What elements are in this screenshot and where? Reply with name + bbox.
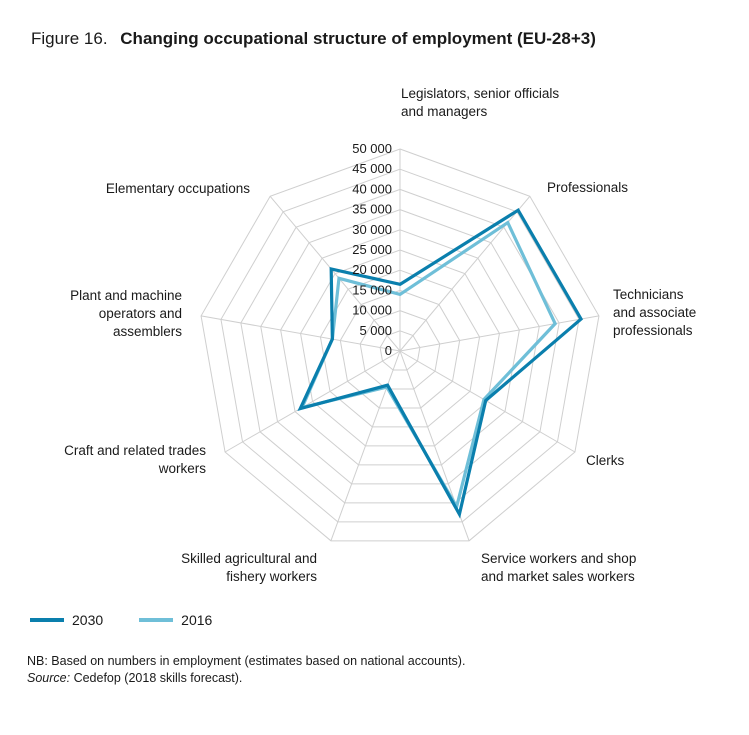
tick-label-0: 0 [385,343,392,358]
grid-spoke-skilled-agricultural-and-fishery-workers [330,350,401,541]
figure-heading: Changing occupational structure of emplo… [120,29,596,48]
category-labels: Legislators, senior officials and manager… [64,86,696,584]
category-label-clerks: Clerks [586,453,625,468]
category-label-line: Legislators, senior officials [401,86,559,101]
category-label-line: fishery workers [226,569,317,584]
category-label-line: Service workers and shop [481,551,636,566]
series-line-2030 [297,207,584,519]
category-label-line: and managers [401,104,488,119]
figure-number: Figure 16. [31,29,108,48]
tick-label-50000: 50 000 [352,141,392,156]
grid-ring-50000 [200,148,600,542]
category-label-line: Technicians [613,287,684,302]
category-label-professionals: Professionals [547,180,628,195]
source-note: Source: Cedefop (2018 skills forecast). [27,670,465,687]
tick-label-35000: 35 000 [352,202,392,217]
category-label-line: Elementary occupations [106,181,250,196]
legend-swatch-2030 [30,618,64,622]
grid-spoke-clerks [399,350,576,453]
category-label-line: Professionals [547,180,628,195]
category-label-line: Skilled agricultural and [181,551,317,566]
grid-spoke-plant-and-machine-operators-and-assemblers [200,315,401,352]
grid-ring-5000 [379,330,421,371]
legend-swatch-2016 [139,618,174,622]
radar-grid [200,148,600,542]
figure-notes: NB: Based on numbers in employment (esti… [27,653,465,687]
category-label-line: Clerks [586,453,625,468]
radar-series [297,207,584,519]
category-label-line: Craft and related trades [64,443,206,458]
category-label-line: assemblers [113,324,182,339]
category-label-line: operators and [99,306,182,321]
grid-ring-45000 [220,168,580,523]
legend-label-2030: 2030 [72,612,104,628]
grid-spoke-craft-and-related-trades-workers [224,350,401,453]
grid-ring-10000 [359,310,441,390]
tick-label-25000: 25 000 [352,242,392,257]
category-label-legislators-senior-officials-and-managers: Legislators, senior officials and manager… [401,86,559,119]
tick-label-20000: 20 000 [352,262,392,277]
category-label-elementary-occupations: Elementary occupations [106,181,250,196]
grid-ring-30000 [280,229,520,466]
grid-ring-35000 [260,209,540,485]
category-label-line: and associate [613,305,696,320]
category-label-plant-and-machine-operators-and-assemblers: Plant and machine operators and assemblers [70,288,182,339]
tick-label-10000: 10 000 [352,303,392,318]
tick-label-45000: 45 000 [352,161,392,176]
grid-ring-25000 [300,249,500,447]
category-label-line: Plant and machine [70,288,182,303]
legend-item-2016: 2016 [139,612,212,628]
grid-spoke-elementary-occupations [269,195,401,352]
category-label-service-workers-and-shop-and-market-sales-workers: Service workers and shop and market sales… [481,551,636,584]
figure-title: Figure 16. Changing occupational structu… [31,29,596,49]
category-label-line: and market sales workers [481,569,635,584]
legend: 2030 2016 [30,612,248,628]
tick-label-5000: 5 000 [359,323,392,338]
source-label: Source: [27,671,71,685]
radial-tick-labels: 0 5 000 10 000 15 000 20 000 25 000 30 000 35 0… [352,141,392,358]
tick-label-30000: 30 000 [352,222,392,237]
category-label-technicians-and-associate-professionals: Technicians and associate professionals [613,287,696,338]
legend-label-2016: 2016 [181,612,213,628]
tick-label-40000: 40 000 [352,181,392,196]
category-label-line: workers [158,461,207,476]
source-text: Cedefop (2018 skills forecast). [70,671,243,685]
category-label-skilled-agricultural-and-fishery-workers: Skilled agricultural and fishery workers [181,551,317,584]
legend-item-2030: 2030 [30,612,103,628]
category-label-craft-and-related-trades-workers: Craft and related trades workers [64,443,206,476]
grid-spoke-technicians-and-associate-professionals [399,315,600,352]
tick-label-15000: 15 000 [352,282,392,297]
nb-note: NB: Based on numbers in employment (esti… [27,654,466,668]
category-label-line: professionals [613,323,693,338]
